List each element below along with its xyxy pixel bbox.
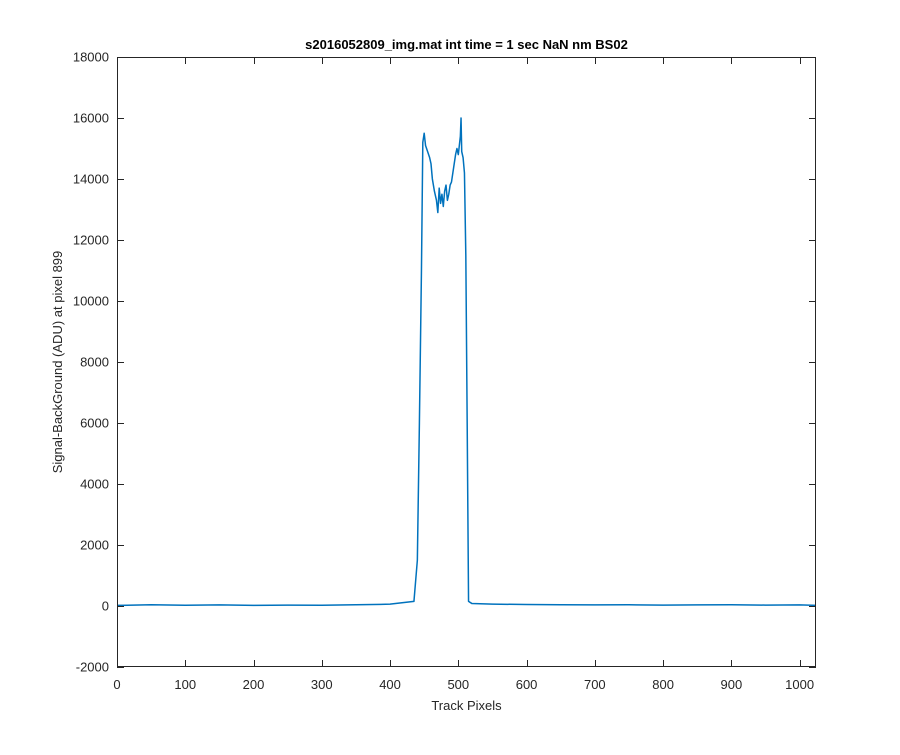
y-tick-label: 4000 [80,477,109,492]
x-axis-label: Track Pixels [431,698,502,713]
y-tick-label: 10000 [73,294,109,309]
y-tick-label: 0 [102,599,109,614]
y-tick-label: 8000 [80,355,109,370]
series-line-0 [116,117,817,607]
y-tick-label: 18000 [73,50,109,65]
x-tick-label: 200 [243,677,265,692]
x-tick-label: 500 [447,677,469,692]
x-tick-label: 0 [113,677,120,692]
chart-title: s2016052809_img.mat int time = 1 sec NaN… [305,37,628,52]
x-tick-label: 100 [174,677,196,692]
x-tick-label: 700 [584,677,606,692]
data-layer [116,117,817,607]
y-tick-label: 2000 [80,538,109,553]
y-tick-label: -2000 [76,660,109,675]
axes-layer: 0 100 200 300 400 500 600 700 800 900 1000 -2000 0 20… [73,50,816,692]
x-tick-label: 1000 [785,677,814,692]
x-tick-label: 900 [721,677,743,692]
x-tick-label: 800 [652,677,674,692]
x-tick-label: 300 [311,677,333,692]
x-tick-label: 400 [379,677,401,692]
y-tick-label: 14000 [73,172,109,187]
y-axis-label: Signal-BackGround (ADU) at pixel 899 [50,251,65,474]
y-tick-label: 16000 [73,111,109,126]
y-tick-label: 6000 [80,416,109,431]
y-tick-label: 12000 [73,233,109,248]
x-tick-label: 600 [516,677,538,692]
